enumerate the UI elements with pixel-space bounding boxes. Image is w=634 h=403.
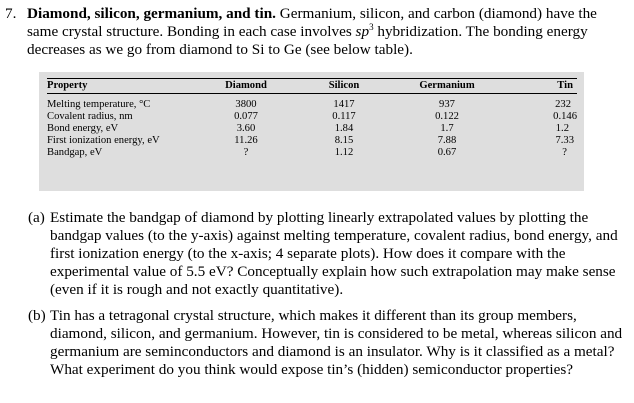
table-header-row: Property Diamond Silicon Germanium Tin	[47, 79, 577, 94]
cell-germanium: 0.122	[435, 111, 459, 122]
part-text: Tin has a tetragonal crystal structure, …	[50, 307, 623, 378]
cell-diamond: 11.26	[234, 135, 258, 146]
problem-title: Diamond, silicon, germanium, and tin.	[27, 5, 276, 22]
cell-diamond: 0.077	[234, 111, 258, 122]
row-property: Covalent radius, nm	[47, 111, 133, 122]
cell-diamond: 3800	[235, 99, 257, 110]
cell-germanium: 1.7	[440, 123, 454, 134]
part-label: (a)	[28, 209, 45, 226]
table-row: First ionization energy, eV 11.26 8.15 7…	[47, 135, 577, 147]
table-row: Covalent radius, nm 0.077 0.117 0.122 0.…	[47, 111, 577, 123]
header-property: Property	[47, 80, 88, 91]
header-tin: Tin	[557, 80, 573, 91]
properties-table: Property Diamond Silicon Germanium Tin M…	[47, 78, 577, 159]
part-b: (b) Tin has a tetragonal crystal structu…	[28, 307, 628, 379]
cell-germanium: 7.88	[437, 135, 457, 146]
cell-silicon: 1417	[333, 99, 355, 110]
part-text: Estimate the bandgap of diamond by plott…	[50, 209, 618, 298]
cell-silicon: 1.12	[334, 147, 354, 158]
cell-tin: ?	[562, 147, 567, 158]
part-label: (b)	[28, 307, 46, 324]
cell-tin: 7.33	[555, 135, 574, 146]
cell-germanium: 937	[439, 99, 455, 110]
problem-text-1: Germanium, silicon, and carbon (diamond)…	[27, 5, 597, 40]
sp-term: sp	[355, 23, 370, 40]
part-a: (a) Estimate the bandgap of diamond by p…	[28, 209, 628, 299]
cell-tin: 232	[555, 99, 571, 110]
cell-silicon: 0.117	[332, 111, 356, 122]
question-parts: (a) Estimate the bandgap of diamond by p…	[28, 209, 628, 387]
header-diamond: Diamond	[225, 80, 267, 91]
table-row: Bandgap, eV ? 1.12 0.67 ?	[47, 147, 577, 159]
problem-number: 7.	[5, 5, 17, 22]
cell-diamond: ?	[243, 147, 249, 158]
row-property: First ionization energy, eV	[47, 135, 160, 146]
problem-text-2: hybridization. The bonding energy decrea…	[27, 23, 588, 58]
cell-germanium: 0.67	[437, 147, 457, 158]
cell-silicon: 1.84	[334, 123, 354, 134]
properties-table-panel: Property Diamond Silicon Germanium Tin M…	[39, 72, 584, 191]
row-property: Bandgap, eV	[47, 147, 103, 158]
problem-7: 7. Diamond, silicon, germanium, and tin.…	[4, 5, 630, 59]
cell-tin: 0.146	[553, 111, 577, 122]
row-property: Melting temperature, °C	[47, 99, 151, 110]
header-silicon: Silicon	[328, 80, 360, 91]
table-row: Melting temperature, °C 3800 1417 937 23…	[47, 99, 577, 111]
header-germanium: Germanium	[419, 80, 475, 91]
cell-silicon: 8.15	[334, 135, 354, 146]
sp-superscript: 3	[369, 21, 374, 32]
table-row: Bond energy, eV 3.60 1.84 1.7 1.2	[47, 123, 577, 135]
cell-diamond: 3.60	[236, 123, 256, 134]
cell-tin: 1.2	[555, 123, 569, 134]
row-property: Bond energy, eV	[47, 123, 119, 134]
problem-intro: 7. Diamond, silicon, germanium, and tin.…	[4, 5, 630, 59]
